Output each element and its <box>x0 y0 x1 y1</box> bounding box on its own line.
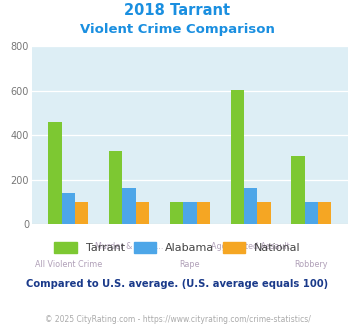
Bar <box>48 122 62 224</box>
Bar <box>244 188 257 224</box>
Text: Violent Crime Comparison: Violent Crime Comparison <box>80 23 275 36</box>
Legend: Tarrant, Alabama, National: Tarrant, Alabama, National <box>54 242 301 253</box>
Bar <box>197 202 210 224</box>
Text: Robbery: Robbery <box>295 260 328 269</box>
Text: Aggravated Assault: Aggravated Assault <box>211 242 290 251</box>
Text: All Violent Crime: All Violent Crime <box>35 260 102 269</box>
Bar <box>231 90 244 224</box>
Bar <box>257 202 271 224</box>
Bar <box>170 202 183 224</box>
Bar <box>62 193 75 224</box>
Bar <box>291 156 305 224</box>
Bar <box>75 202 88 224</box>
Text: Compared to U.S. average. (U.S. average equals 100): Compared to U.S. average. (U.S. average … <box>26 279 329 289</box>
Bar <box>109 151 122 224</box>
Bar <box>183 202 197 224</box>
Text: Rape: Rape <box>180 260 200 269</box>
Text: © 2025 CityRating.com - https://www.cityrating.com/crime-statistics/: © 2025 CityRating.com - https://www.city… <box>45 315 310 324</box>
Text: 2018 Tarrant: 2018 Tarrant <box>125 3 230 18</box>
Bar <box>136 202 149 224</box>
Bar <box>305 202 318 224</box>
Bar <box>318 202 332 224</box>
Text: Murder & Mans...: Murder & Mans... <box>95 242 163 251</box>
Bar <box>122 188 136 224</box>
